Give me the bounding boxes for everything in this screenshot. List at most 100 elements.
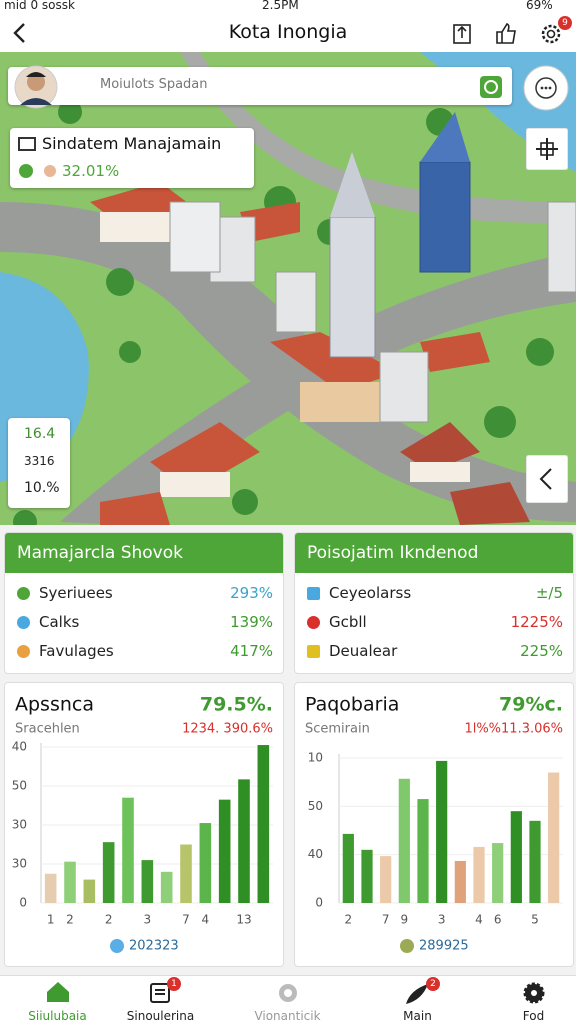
chart-annotation: 79%c. <box>499 694 563 716</box>
map-stat: 3316 <box>24 454 55 468</box>
chart-title: Apssnca <box>15 694 94 716</box>
y-tick-label: 30 <box>12 818 27 832</box>
nav-label: Fod <box>522 1009 545 1023</box>
x-tick-label: 7 <box>182 913 190 927</box>
panel-row[interactable]: Ceyeolarss ±/5 <box>295 579 573 608</box>
row-value: 1225% <box>510 613 563 631</box>
bar <box>473 846 485 903</box>
row-label: Gcbll <box>329 613 367 631</box>
bar <box>83 879 96 903</box>
y-tick-label: 0 <box>315 896 323 910</box>
panel: Mamajarcla Shovok Syeriuees 293% Calks 139… <box>4 532 284 674</box>
settings-button[interactable] <box>538 20 564 46</box>
y-tick-label: 50 <box>308 799 323 813</box>
chart-subtitle: Scemirain <box>305 722 370 737</box>
row-label: Syeriuees <box>39 584 113 602</box>
nav-item[interactable]: Vionanticik <box>230 976 345 1025</box>
bar <box>510 811 522 903</box>
notification-badge: 9 <box>558 16 572 30</box>
bar <box>180 844 192 903</box>
x-tick-label: 4 <box>202 913 210 927</box>
panel-row[interactable]: Favulages 417% <box>5 637 283 666</box>
panel-title: Poisojatim Ikndenod <box>295 533 573 573</box>
y-tick-label: 40 <box>308 847 323 861</box>
x-tick-label: 2 <box>66 913 74 927</box>
y-tick-label: 10 <box>308 751 323 765</box>
x-tick-label: 13 <box>236 913 251 927</box>
bar <box>454 860 466 903</box>
row-value: ±/5 <box>535 584 563 602</box>
chart-annotation: 1l%%11.3.06% <box>464 722 563 737</box>
legend-label: 202323 <box>129 939 179 954</box>
nav-icon <box>279 984 297 1002</box>
panel-row[interactable]: Calks 139% <box>5 608 283 637</box>
row-value: 293% <box>230 584 273 602</box>
bar <box>122 797 134 903</box>
nav-badge: 2 <box>426 977 440 991</box>
y-tick-label: 40 <box>12 740 27 754</box>
more-button[interactable] <box>522 64 570 112</box>
panel-row[interactable]: Deualear 225% <box>295 637 573 666</box>
search-placeholder: Moiulots Spadan <box>100 77 208 92</box>
header-title: Kota Inongia <box>228 21 348 43</box>
info-card[interactable]: Sindatem Manajamain 32.01% <box>10 128 254 188</box>
x-tick-label: 7 <box>382 913 390 927</box>
share-button[interactable] <box>450 20 474 46</box>
bar <box>199 823 212 903</box>
map-stat: 10.% <box>24 480 60 496</box>
city-map[interactable] <box>0 52 576 525</box>
y-tick-label: 0 <box>19 896 27 910</box>
x-tick-label: 2 <box>345 913 353 927</box>
back-button[interactable] <box>8 20 32 46</box>
status-bar: mid 0 sossk 2.5PM 69% <box>0 0 576 14</box>
x-tick-label: 2 <box>105 913 113 927</box>
bar <box>548 772 560 903</box>
card-icon <box>18 137 36 151</box>
panel-row[interactable]: Gcbll 1225% <box>295 608 573 637</box>
nav-icon <box>406 984 428 1004</box>
panel: Poisojatim Ikndenod Ceyeolarss ±/5 Gcbll 1… <box>294 532 574 674</box>
nav-badge: 1 <box>167 977 181 991</box>
bar <box>257 745 270 903</box>
chart-card: Paqobaria Scemirain 79%c. 1l%%11.3.06% 0 40 50… <box>294 682 574 967</box>
collapse-button[interactable] <box>526 455 568 503</box>
battery: 69% <box>526 0 553 12</box>
x-tick-label: 3 <box>144 913 152 927</box>
map-stat: 16.4 <box>24 426 56 442</box>
bottom-nav: Siiulubaia 1 Sinoulerina Vionanticik 2 Mai… <box>0 975 576 1025</box>
legend-swatch <box>110 939 124 953</box>
bar <box>64 861 76 903</box>
bar <box>417 799 429 903</box>
card-status-icons <box>19 164 56 178</box>
nav-item[interactable]: 1 Sinoulerina <box>103 976 218 1025</box>
bar <box>342 833 354 903</box>
info-card-value: 32.01% <box>62 162 120 180</box>
nav-item[interactable]: Fod <box>476 976 576 1025</box>
row-value: 417% <box>230 642 273 660</box>
panel-title: Mamajarcla Shovok <box>5 533 283 573</box>
nav-icon <box>47 982 69 1002</box>
chart-subtitle: Sracehlen <box>15 722 80 737</box>
nav-item[interactable]: 2 Main <box>360 976 475 1025</box>
nav-icon <box>150 983 170 1003</box>
chart-annotation: 79.5%. <box>200 694 273 716</box>
bar <box>218 799 231 903</box>
bar <box>44 873 57 903</box>
panel-row[interactable]: Syeriuees 293% <box>5 579 283 608</box>
bar <box>141 860 154 903</box>
header: Kota Inongia 9 <box>0 14 576 52</box>
zoom-button[interactable] <box>526 128 568 170</box>
confirm-icon <box>480 76 502 98</box>
nav-item[interactable]: Siiulubaia <box>0 976 115 1025</box>
bar <box>398 778 410 903</box>
bar <box>238 779 250 903</box>
search-bar[interactable]: Moiulots Spadan <box>8 65 512 109</box>
chart-title: Paqobaria <box>305 694 399 716</box>
x-tick-label: 4 <box>475 913 483 927</box>
avatar <box>14 65 58 109</box>
row-label: Deualear <box>329 642 398 660</box>
like-button[interactable] <box>493 20 519 46</box>
x-tick-label: 1 <box>47 913 55 927</box>
row-label: Favulages <box>39 642 114 660</box>
